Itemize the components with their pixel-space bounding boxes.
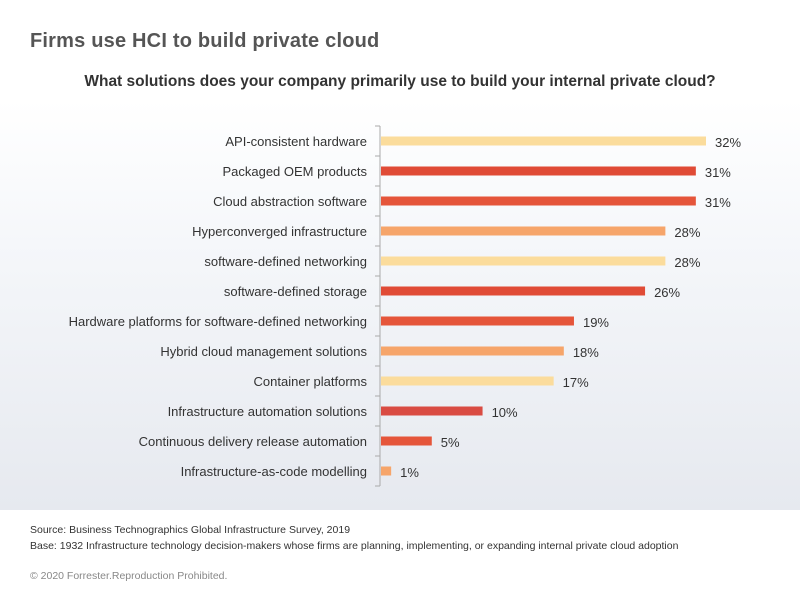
source-note: Source: Business Technographics Global I… (30, 524, 351, 536)
category-label: API-consistent hardware (225, 134, 367, 149)
bar (381, 226, 666, 236)
copyright-notice: © 2020 Forrester.Reproduction Prohibited… (30, 570, 228, 582)
category-label: Hyperconverged infrastructure (192, 224, 367, 239)
value-label: 10% (492, 405, 518, 420)
bar (381, 286, 646, 296)
value-label: 18% (573, 345, 599, 360)
category-label: software-defined storage (224, 284, 367, 299)
chart-title: What solutions does your company primari… (84, 73, 716, 90)
value-label: 28% (674, 255, 700, 270)
bar (381, 316, 574, 326)
category-label: Hybrid cloud management solutions (160, 344, 367, 359)
value-label: 19% (583, 315, 609, 330)
page-title: Firms use HCI to build private cloud (30, 30, 380, 52)
bar (381, 166, 696, 176)
category-label: Container platforms (254, 374, 368, 389)
category-label: Packaged OEM products (222, 164, 367, 179)
category-label: Infrastructure automation solutions (168, 404, 368, 419)
category-label: Continuous delivery release automation (139, 434, 367, 449)
bar (381, 466, 392, 476)
bar (381, 136, 706, 146)
value-label: 1% (400, 465, 419, 480)
value-label: 32% (715, 135, 741, 150)
bar (381, 376, 554, 386)
value-label: 28% (674, 225, 700, 240)
category-label: Hardware platforms for software-defined … (69, 314, 367, 329)
base-note: Base: 1932 Infrastructure technology dec… (30, 540, 679, 552)
value-label: 17% (563, 375, 589, 390)
footer-background (0, 510, 800, 610)
value-label: 31% (705, 165, 731, 180)
bar (381, 436, 432, 446)
bar-chart: API-consistent hardware 32% Packaged OEM p… (69, 125, 741, 487)
value-label: 26% (654, 285, 680, 300)
bar (381, 346, 564, 356)
category-label: software-defined networking (204, 254, 367, 269)
value-label: 31% (705, 195, 731, 210)
category-label: Cloud abstraction software (213, 194, 367, 209)
bar (381, 406, 483, 416)
bar (381, 196, 696, 206)
value-label: 5% (441, 435, 460, 450)
bar (381, 256, 666, 266)
category-label: Infrastructure-as-code modelling (181, 464, 367, 479)
